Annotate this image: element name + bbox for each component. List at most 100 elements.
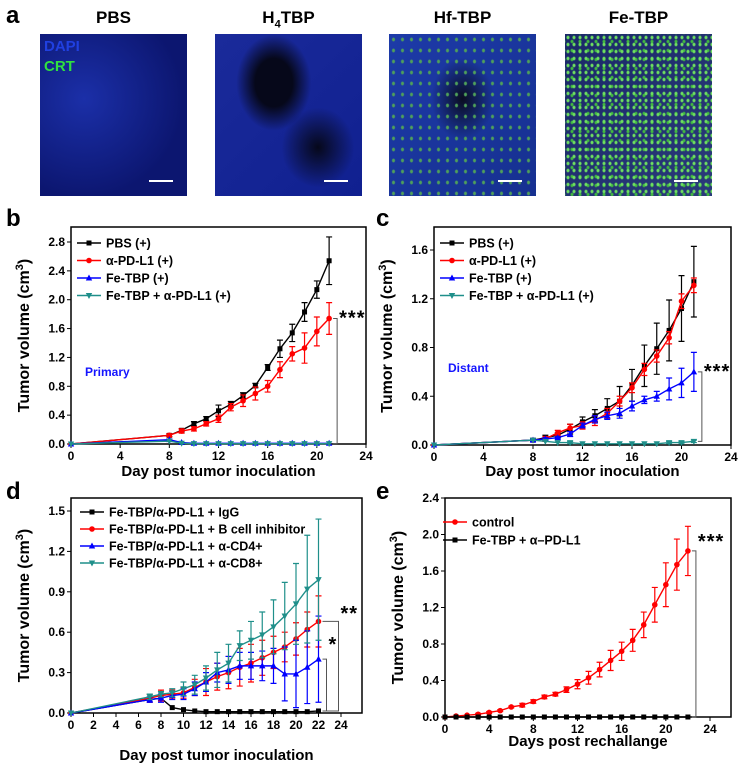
data-point	[325, 441, 333, 448]
significance-stars: *	[329, 634, 338, 656]
y-label-main: Tumor volume (cm	[390, 542, 407, 684]
y-tick-label: 1.2	[422, 601, 439, 615]
scale-bar	[324, 180, 348, 182]
y-tick-label: 0.0	[48, 437, 65, 451]
data-point	[604, 412, 611, 419]
image-title-pbs: PBS	[96, 8, 131, 27]
data-point	[277, 346, 283, 352]
data-point	[237, 709, 243, 715]
data-point	[497, 714, 503, 720]
data-point	[326, 258, 332, 264]
stain-label-crt: CRT	[44, 58, 75, 75]
x-tick-label: 24	[703, 722, 717, 736]
y-label-end: )	[390, 531, 407, 536]
legend-marker	[89, 509, 95, 515]
y-axis-label: Tumor volume (cm3)	[14, 259, 33, 412]
data-point	[530, 714, 536, 720]
data-point	[214, 667, 221, 674]
series-0	[442, 525, 691, 720]
x-tick-label: 2	[90, 718, 97, 732]
series-line	[70, 317, 330, 445]
data-point	[316, 708, 321, 714]
data-point	[654, 346, 660, 352]
legend-label: Fe-TBP + α–PD-L1	[472, 534, 581, 548]
image-title-hftbp: Hf-TBP	[433, 8, 492, 27]
data-point	[579, 441, 586, 448]
data-point	[641, 396, 648, 403]
significance-stars: ***	[698, 531, 724, 553]
panel-label-d: d	[6, 478, 21, 505]
data-point	[585, 674, 592, 681]
data-point	[252, 390, 259, 397]
data-point	[607, 657, 614, 664]
y-tick-label: 0.8	[411, 341, 428, 355]
data-point	[236, 643, 243, 650]
data-point	[301, 345, 308, 351]
x-tick-label: 20	[289, 718, 303, 732]
data-point	[640, 622, 647, 628]
data-point	[616, 409, 623, 416]
data-point	[289, 330, 295, 336]
x-tick-label: 6	[135, 718, 142, 732]
data-point	[270, 624, 277, 631]
y-label-sup: 3	[14, 264, 26, 270]
data-point	[629, 384, 635, 391]
title-sub: 4	[274, 18, 281, 31]
annotation: Primary	[85, 365, 130, 379]
data-point	[67, 710, 75, 717]
data-point	[486, 714, 492, 720]
y-tick-label: 0.6	[48, 625, 65, 639]
data-point	[651, 601, 658, 608]
series-2	[67, 615, 322, 716]
data-point	[315, 655, 322, 662]
chart-d: 0 2 4 6 8 10 12 14 16 18 20 22 240.00.30.60.91.21.5D…	[14, 497, 363, 764]
legend-marker	[448, 274, 456, 281]
data-point	[304, 663, 311, 670]
data-point	[227, 441, 234, 448]
legend-marker	[89, 526, 95, 532]
significance-stars: ***	[704, 361, 730, 383]
y-tick-label: 1.2	[48, 544, 65, 558]
x-tick-label: 16	[615, 722, 629, 736]
data-point	[315, 577, 322, 584]
data-point	[653, 353, 660, 359]
data-point	[157, 694, 165, 701]
data-point	[685, 548, 691, 554]
data-point	[181, 707, 186, 713]
data-point	[301, 441, 308, 448]
legend-label: control	[472, 516, 514, 530]
chart-e: 0 4 8 12 16 20 24 0.0 0.4 0.8 1.2 1.6 2.0 2.4 Days pos…	[388, 491, 732, 750]
y-tick-label: 0.9	[48, 585, 65, 599]
data-point	[619, 714, 625, 720]
data-point	[652, 714, 658, 720]
x-tick-label: 8	[530, 450, 537, 464]
data-point	[166, 432, 173, 439]
y-tick-label: 1.6	[48, 322, 65, 336]
data-point	[215, 415, 222, 422]
chart-b: 0 4 8 12 16 20 24 0.0 0.4 0.8 1.2 1.6 2.0 2.4 2.8 Day p…	[14, 226, 373, 480]
data-point	[314, 287, 320, 293]
data-point	[665, 385, 673, 392]
data-point	[541, 714, 547, 720]
legend-marker	[86, 240, 92, 246]
y-label-end: )	[16, 259, 33, 264]
x-tick-label: 12	[571, 722, 585, 736]
significance-bracket	[322, 658, 327, 712]
data-point	[519, 714, 525, 720]
legend-label: Fe-TBP + α-PD-L1 (+)	[106, 289, 231, 303]
y-tick-label: 2.4	[422, 491, 439, 505]
data-point	[304, 709, 310, 715]
legend-label: α-PD-L1 (+)	[469, 254, 536, 268]
data-point	[690, 438, 698, 445]
data-point	[314, 328, 320, 335]
x-tick-label: 0	[68, 718, 75, 732]
legend-marker	[88, 542, 96, 549]
data-point	[146, 694, 153, 701]
x-tick-label: 14	[222, 718, 236, 732]
data-point	[630, 714, 636, 720]
legend-label: PBS (+)	[106, 237, 151, 251]
data-point	[270, 662, 277, 669]
legend-label: Fe-TBP/α-PD-L1 + α-CD8+	[109, 557, 263, 571]
